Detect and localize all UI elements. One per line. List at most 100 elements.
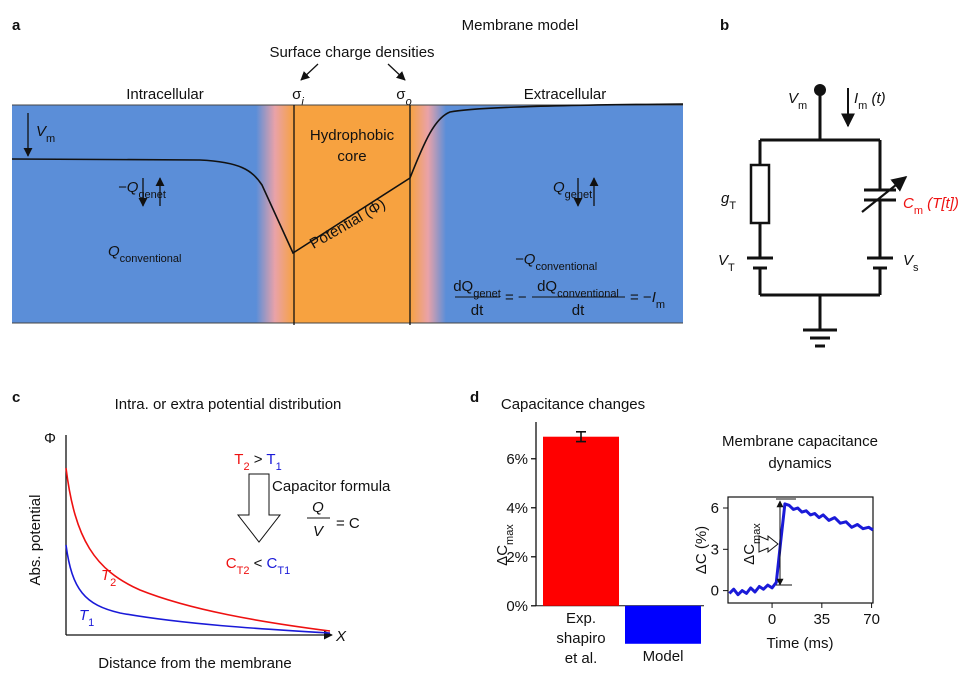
axis-label: Distance from the membrane bbox=[98, 655, 291, 672]
chart-title: Capacitance changes bbox=[501, 396, 645, 413]
text-part: 2 bbox=[243, 461, 249, 473]
text-part: m bbox=[46, 133, 55, 145]
panel-title: Membrane model bbox=[462, 17, 579, 34]
text-part: V bbox=[313, 523, 325, 540]
label-line: shapiro bbox=[556, 630, 605, 647]
formula-label: Capacitor formula bbox=[272, 478, 391, 495]
text-part: Extracellular bbox=[524, 86, 607, 103]
text-part: dynamics bbox=[768, 455, 831, 472]
text-part: Q bbox=[553, 179, 565, 196]
text-part: s bbox=[913, 262, 919, 274]
hollow-arrow bbox=[236, 473, 282, 543]
label-line: et al. bbox=[565, 650, 598, 667]
y-tick-label: 0% bbox=[506, 598, 528, 615]
text-part: = − bbox=[630, 289, 652, 306]
circuit-label: VT bbox=[718, 252, 735, 274]
variable-arrow bbox=[861, 176, 908, 213]
curve-label: T2 bbox=[101, 567, 116, 589]
text-part: σ bbox=[396, 86, 406, 103]
text-part: V bbox=[788, 90, 800, 107]
text-part: genet bbox=[473, 288, 501, 300]
text-part: C bbox=[903, 195, 914, 212]
panel-label: a bbox=[12, 17, 21, 34]
core-label: Hydrophobic bbox=[310, 127, 395, 144]
text-part: V bbox=[36, 123, 48, 140]
y-tick-label: 2% bbox=[506, 549, 528, 566]
sigma: σo bbox=[396, 86, 411, 108]
text-part: 1 bbox=[276, 461, 282, 473]
core bbox=[294, 105, 410, 323]
region-label: Extracellular bbox=[524, 86, 607, 103]
text-part: dQ bbox=[537, 278, 557, 295]
text-part: ΔC bbox=[741, 544, 758, 565]
panel-label: d bbox=[470, 389, 479, 406]
x-tick-label: Exp. shapiro et al. bbox=[556, 610, 605, 667]
annotation: Surface charge densities bbox=[269, 44, 434, 61]
circuit-label: gT bbox=[721, 190, 736, 212]
text-part: I bbox=[652, 289, 656, 306]
text-part: T bbox=[234, 451, 243, 468]
bar bbox=[625, 605, 701, 644]
axis-symbol: Φ bbox=[44, 430, 56, 447]
text-part: ΔC (%) bbox=[693, 526, 710, 574]
text-part: dQ bbox=[453, 278, 473, 295]
text-part: Intracellular bbox=[126, 86, 204, 103]
text-part: m bbox=[798, 100, 807, 112]
text-part: Distance from the membrane bbox=[98, 655, 291, 672]
annotation: ΔCmax bbox=[741, 523, 763, 565]
text-part: m bbox=[914, 205, 923, 217]
charge: −Qconventional bbox=[515, 251, 597, 273]
pointer bbox=[387, 63, 406, 81]
panel-title: Intra. or extra potential distribution bbox=[115, 396, 342, 413]
text-part: Membrane capacitance bbox=[722, 433, 878, 450]
x-tick-label: 70 bbox=[863, 611, 880, 628]
text-part: Φ bbox=[44, 430, 56, 447]
curve bbox=[65, 467, 331, 632]
text-part: V bbox=[903, 252, 915, 269]
axis-label: ΔC (%) bbox=[693, 526, 710, 574]
axis-label: Abs. potential bbox=[27, 495, 44, 586]
text-part: core bbox=[337, 148, 366, 165]
chart-title: dynamics bbox=[768, 455, 831, 472]
text-part: C bbox=[226, 555, 237, 572]
text-part: −Q bbox=[515, 251, 536, 268]
text-part: Q bbox=[312, 499, 324, 516]
text-part: Surface charge densities bbox=[269, 44, 434, 61]
x-tick-label: Model bbox=[643, 648, 684, 665]
text-part: Q bbox=[108, 243, 120, 260]
text-part: max bbox=[504, 524, 516, 545]
charge: Qconventional bbox=[108, 243, 181, 265]
text-part: dt bbox=[572, 302, 585, 319]
text-part: Capacitor formula bbox=[272, 478, 391, 495]
panel-label: b bbox=[720, 17, 729, 34]
formula: = C bbox=[336, 515, 360, 532]
text-part: = C bbox=[336, 515, 360, 532]
text-part: conventional bbox=[535, 261, 597, 273]
text-part: i bbox=[301, 96, 304, 108]
text-part: T bbox=[728, 262, 735, 274]
text-part: > bbox=[250, 451, 267, 468]
text-part: Time (ms) bbox=[767, 635, 834, 652]
text-part: 1 bbox=[88, 617, 94, 629]
core-label: core bbox=[337, 148, 366, 165]
text-part: σ bbox=[292, 86, 302, 103]
text-part: max bbox=[751, 523, 763, 544]
text-part: Abs. potential bbox=[27, 495, 44, 586]
eq-part: = − bbox=[505, 289, 527, 306]
series-line bbox=[728, 502, 874, 597]
formula: Q bbox=[312, 499, 324, 516]
axis-label: Time (ms) bbox=[767, 635, 834, 652]
region-label: Intracellular bbox=[126, 86, 204, 103]
text-part: T2 bbox=[237, 565, 250, 577]
label-line: Exp. bbox=[566, 610, 596, 627]
y-tick-label: 6% bbox=[506, 451, 528, 468]
text-part: Hydrophobic bbox=[310, 127, 395, 144]
sigma: σi bbox=[292, 86, 304, 108]
formula: V bbox=[313, 523, 325, 540]
x-tick-label: 35 bbox=[813, 611, 830, 628]
text-part: m bbox=[858, 100, 867, 112]
transition bbox=[410, 105, 446, 323]
text-part: T bbox=[101, 567, 112, 584]
text-part: < bbox=[249, 555, 266, 572]
